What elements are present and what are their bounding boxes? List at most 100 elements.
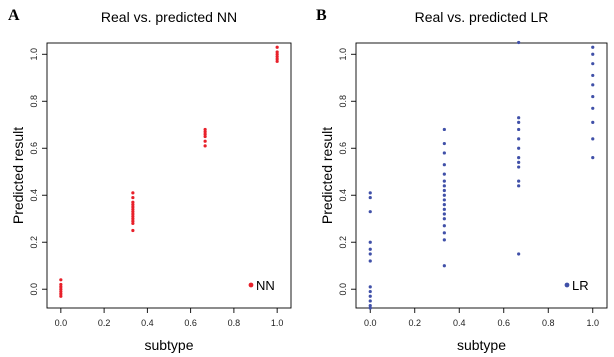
- data-point: [131, 205, 135, 209]
- data-point: [203, 139, 207, 143]
- data-point: [131, 217, 135, 221]
- chart-title: Real vs. predicted NN: [101, 9, 237, 25]
- data-point: [203, 134, 207, 139]
- data-point: [203, 130, 207, 134]
- legend: LR: [564, 278, 589, 293]
- data-point: [131, 191, 135, 195]
- data-point: [368, 299, 372, 303]
- y-tick-label: 1.0: [29, 48, 39, 61]
- data-point: [203, 132, 207, 136]
- y-tick-label: 0.4: [29, 189, 39, 202]
- data-point: [442, 188, 446, 193]
- legend-marker: [248, 282, 254, 288]
- data-point: [591, 156, 595, 160]
- data-point: [131, 219, 135, 223]
- data-point: [591, 52, 595, 56]
- data-point: [368, 210, 372, 214]
- x-tick-label: 0.6: [184, 318, 197, 328]
- y-tick-label: 0.0: [338, 283, 348, 296]
- x-tick-label: 0.0: [55, 318, 68, 328]
- y-axis-title: Predicted result: [10, 127, 26, 224]
- data-point: [442, 172, 446, 176]
- plot-frame: [46, 42, 292, 309]
- data-point: [517, 116, 521, 120]
- x-tick-label: 0.0: [364, 318, 377, 328]
- data-point: [517, 160, 521, 164]
- data-point: [59, 294, 63, 298]
- data-point: [275, 50, 279, 54]
- y-tick-label: 0.8: [29, 95, 39, 108]
- data-point: [275, 45, 279, 49]
- data-point: [591, 137, 595, 141]
- data-point: [442, 212, 446, 216]
- data-point: [517, 40, 521, 45]
- x-tick-label: 0.2: [408, 318, 421, 328]
- plot-frame: [355, 42, 608, 309]
- data-point: [517, 179, 521, 183]
- data-point: [275, 57, 279, 61]
- data-point: [442, 184, 446, 188]
- y-tick-label: 0.2: [29, 236, 39, 249]
- data-point: [368, 285, 372, 289]
- data-point: [517, 165, 521, 169]
- data-point: [442, 141, 446, 146]
- data-point: [591, 83, 595, 87]
- y-tick-label: 1.0: [338, 48, 348, 61]
- data-point: [442, 224, 446, 228]
- panel-letter: A: [8, 7, 20, 24]
- data-point: [442, 217, 446, 221]
- data-point: [368, 252, 372, 256]
- data-point: [59, 282, 63, 287]
- x-tick-label: 0.6: [497, 318, 510, 328]
- data-point: [591, 62, 595, 66]
- data-point: [131, 212, 135, 216]
- data-point: [442, 264, 446, 268]
- data-point: [591, 94, 595, 99]
- data-point: [368, 240, 372, 244]
- data-point: [59, 287, 63, 291]
- y-tick-label: 0.0: [29, 283, 39, 296]
- x-tick-label: 1.0: [587, 318, 600, 328]
- data-point: [591, 73, 595, 78]
- data-point: [442, 193, 446, 197]
- x-tick-label: 0.4: [141, 318, 154, 328]
- data-point: [368, 259, 372, 263]
- chart-panel-b: B Real vs. predicted LR 0.0 0.2 0.4 0.6 0.8 1.0…: [316, 7, 608, 353]
- data-point: [131, 195, 135, 200]
- data-point: [517, 137, 521, 141]
- data-point: [131, 210, 135, 214]
- data-point: [131, 203, 135, 207]
- data-point: [442, 179, 446, 183]
- data-point: [442, 207, 446, 211]
- data-point: [275, 59, 279, 63]
- y-tick-label: 0.6: [29, 142, 39, 155]
- series-lr: [368, 40, 595, 310]
- data-point: [517, 120, 521, 125]
- data-point: [517, 184, 521, 188]
- data-point: [368, 289, 372, 294]
- data-point: [368, 247, 372, 251]
- x-axis-title: subtype: [457, 337, 506, 353]
- data-point: [442, 231, 446, 235]
- series-nn: [59, 45, 279, 298]
- data-point: [203, 144, 207, 148]
- data-point: [59, 292, 63, 296]
- data-point: [591, 120, 595, 125]
- y-tick-label: 0.8: [338, 95, 348, 108]
- legend-label: NN: [256, 278, 275, 293]
- legend-marker: [564, 282, 570, 288]
- data-point: [442, 203, 446, 207]
- data-point: [442, 163, 446, 167]
- data-point: [131, 221, 135, 226]
- x-tick-label: 0.2: [98, 318, 111, 328]
- data-point: [368, 304, 372, 308]
- data-point: [368, 191, 372, 195]
- data-point: [59, 285, 63, 289]
- data-point: [59, 278, 63, 282]
- data-point: [368, 306, 372, 310]
- data-point: [517, 252, 521, 256]
- chart-panel-a: A Real vs. predicted NN 0.0 0.2 0.4 0.6 0.8 1.0…: [8, 7, 292, 353]
- x-axis-title: subtype: [144, 337, 193, 353]
- y-tick-label: 0.2: [338, 236, 348, 249]
- data-point: [591, 106, 595, 110]
